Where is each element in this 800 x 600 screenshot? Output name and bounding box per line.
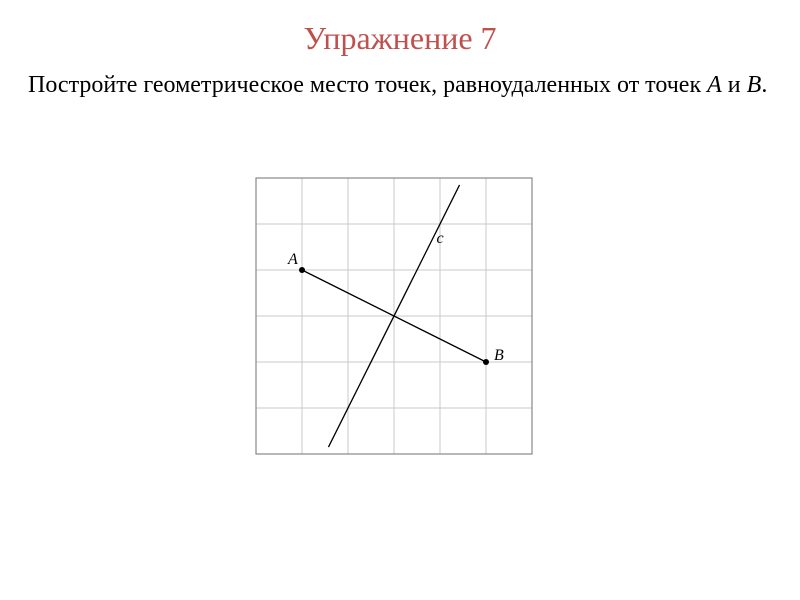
exercise-title: Упражнение 7 <box>0 0 800 69</box>
problem-suffix: . <box>761 72 767 98</box>
svg-text:c: c <box>437 230 444 247</box>
labels: A Bc <box>287 230 504 364</box>
figure-svg: A Bc <box>254 176 534 456</box>
problem-statement: Постройте геометрическое место точек, ра… <box>0 69 800 101</box>
problem-and: и <box>722 72 747 98</box>
problem-prefix: Постройте геометрическое место точек, ра… <box>28 72 707 98</box>
geometric-figure: A Bc <box>254 176 534 456</box>
point-a-label: A <box>707 72 722 98</box>
point-b-label: B <box>747 72 762 98</box>
svg-text:B: B <box>494 347 504 364</box>
svg-text:A: A <box>287 251 298 268</box>
